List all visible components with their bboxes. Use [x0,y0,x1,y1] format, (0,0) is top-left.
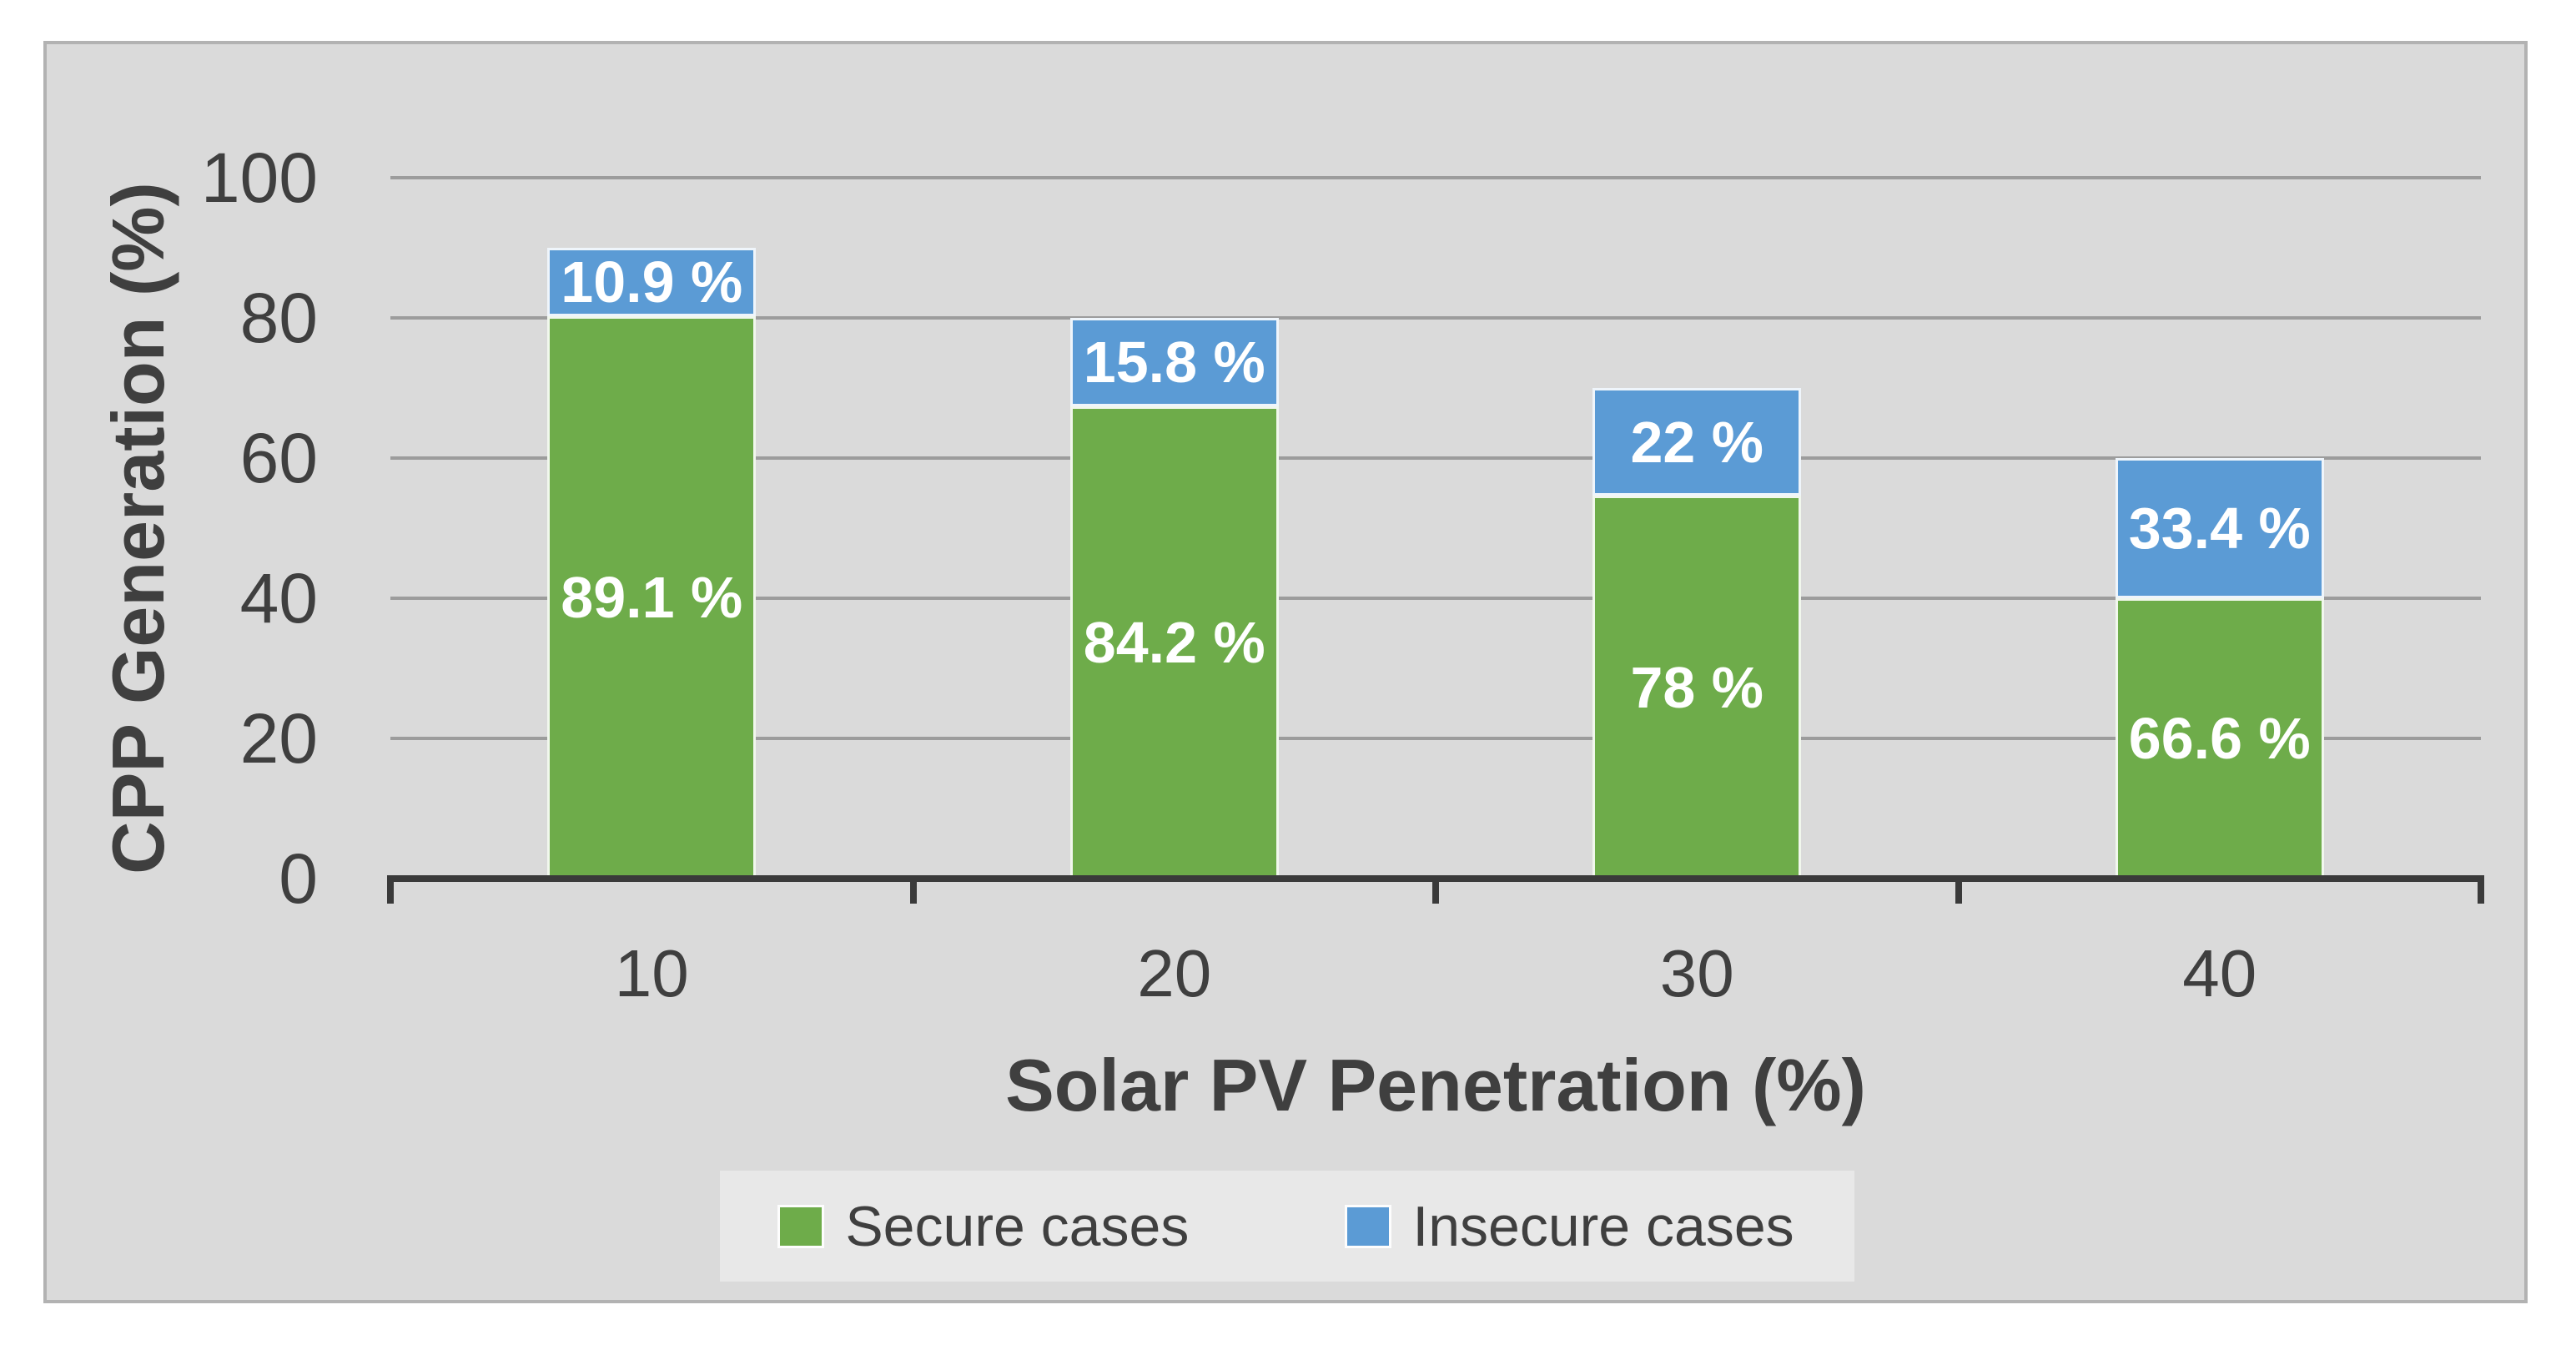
gridline [390,176,2481,179]
x-axis-tick [2478,882,2484,904]
bar-segment-secure: 78 % [1592,496,1802,879]
bar-segment-insecure: 10.9 % [547,248,757,317]
y-tick-label: 0 [279,839,318,918]
y-tick-label: 100 [200,139,318,217]
bar-segment-label: 33.4 % [2128,496,2311,562]
legend: Secure cases Insecure cases [720,1171,1854,1282]
y-tick-label: 80 [239,279,318,357]
bar-segment-label: 10.9 % [561,249,743,315]
legend-item-label: Insecure cases [1412,1194,1794,1258]
legend-item: Secure cases [780,1194,1189,1259]
bar-segment-label: 15.8 % [1083,330,1265,395]
y-axis-title: CPP Generation (%) [97,182,179,874]
bar-segment-insecure: 15.8 % [1069,318,1279,407]
x-axis-title: Solar PV Penetration (%) [1005,1044,1866,1126]
bar-segment-secure: 84.2 % [1069,406,1279,879]
bar-segment-label: 22 % [1630,409,1764,475]
bar-segment-secure: 89.1 % [547,316,757,879]
x-axis-tick [1432,882,1439,904]
legend-item: Insecure cases [1347,1194,1794,1259]
x-tick-label: 20 [1137,936,1212,1010]
x-axis-tick [909,882,917,904]
legend-swatch-secure [780,1206,823,1246]
x-axis-line [387,875,2484,882]
bar-segment-secure: 66.6 % [2115,598,2324,879]
y-tick-label: 60 [239,419,318,497]
bar-segment-insecure: 22 % [1592,388,1802,496]
gridline [390,597,2481,600]
bar-segment-label: 89.1 % [561,565,743,631]
figure: CPP Generation (%) Solar PV Penetration … [43,41,2528,1303]
bar-segment-label: 78 % [1630,654,1764,720]
y-tick-label: 20 [239,699,318,778]
y-tick-label: 40 [239,559,318,637]
legend-item-label: Secure cases [845,1194,1190,1258]
x-tick-label: 10 [614,936,689,1010]
x-axis-tick [1955,882,1962,904]
bar-segment-insecure: 33.4 % [2115,458,2324,599]
bar-segment-label: 66.6 % [2128,706,2311,772]
bar-segment-label: 84.2 % [1083,610,1265,676]
gridline [390,456,2481,460]
x-tick-label: 30 [1659,936,1734,1010]
legend-swatch-insecure [1347,1206,1390,1246]
gridline [390,316,2481,320]
x-axis-tick [387,882,394,904]
gridline [390,737,2481,740]
x-tick-label: 40 [2182,936,2257,1010]
